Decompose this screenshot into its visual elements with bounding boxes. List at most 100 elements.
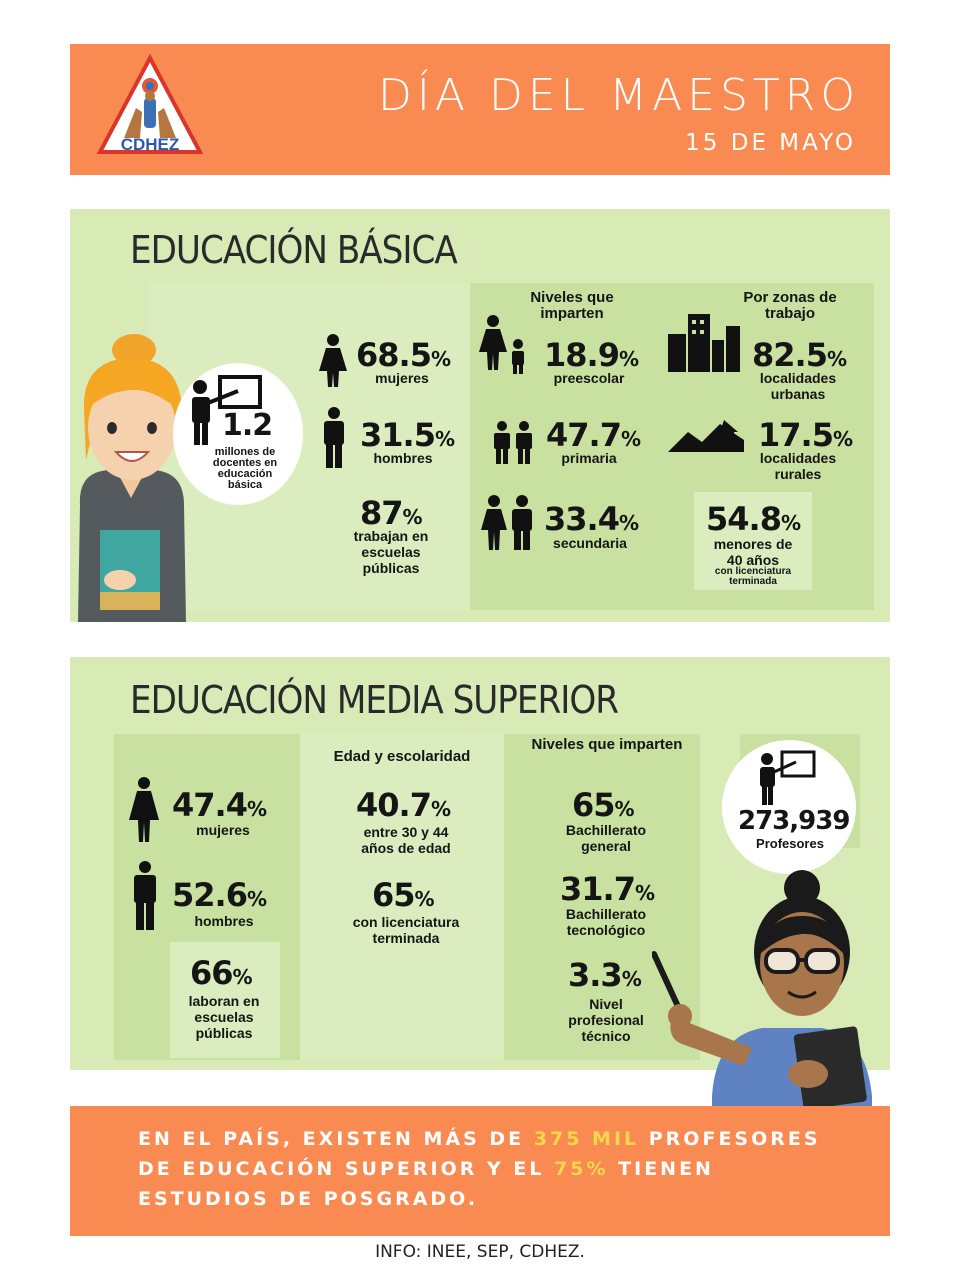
basica-menores-value: 54.8%: [706, 500, 801, 538]
basica-menores-unit: %: [780, 511, 801, 535]
basica-menores-box: [694, 492, 812, 590]
basica-rurales-number: 17.5: [758, 416, 834, 454]
media-licenciatura-value: 65%: [372, 876, 435, 914]
two-children-icon: [490, 420, 536, 464]
media-general-label: Bachillerato general: [565, 822, 647, 854]
source-credit: INFO: INEE, SEP, CDHEZ.: [375, 1242, 585, 1262]
basica-secundaria-label: secundaria: [553, 535, 627, 551]
basica-menores-number: 54.8: [706, 500, 782, 538]
footer-highlight-posgrado: 75%: [554, 1158, 609, 1180]
header-banner: CDHEZ DÍA DEL MAESTRO 15 DE MAYO: [70, 44, 890, 175]
logo-text: CDHEZ: [121, 135, 180, 154]
basica-secundaria-number: 33.4: [544, 500, 620, 538]
basica-niveles-heading: Niveles que imparten: [530, 289, 614, 322]
basica-urbanas-value: 82.5%: [752, 336, 847, 374]
media-mujeres-number: 47.4: [172, 786, 248, 824]
footer-text-part1: EN EL PAÍS, EXISTEN MÁS DE: [138, 1128, 534, 1150]
media-edad-heading: Edad y escolaridad: [333, 748, 471, 765]
media-mujeres-unit: %: [246, 797, 267, 821]
media-edad-value: 40.7%: [356, 786, 451, 824]
profesores-circle: [722, 740, 856, 874]
basica-hombres-label: hombres: [373, 450, 433, 466]
media-edad-label: entre 30 y 44 años de edad: [361, 824, 451, 856]
profesores-value: 273,939: [738, 806, 850, 836]
basica-secundaria-unit: %: [618, 511, 639, 535]
basica-preescolar-unit: %: [618, 347, 639, 371]
basica-preescolar-label: preescolar: [553, 370, 625, 386]
media-general-value: 65%: [572, 786, 635, 824]
basica-mujeres-unit: %: [430, 347, 451, 371]
basica-primaria-number: 47.7: [546, 416, 622, 454]
media-niveles-block: [504, 734, 700, 1060]
media-hombres-label: hombres: [194, 913, 254, 929]
man-icon: [320, 406, 348, 468]
page-date: 15 DE MAYO: [685, 130, 856, 156]
footer-text-part3: TIENEN ESTUDIOS DE POSGRADO.: [138, 1158, 714, 1210]
media-laboran-label: laboran en escuelas públicas: [188, 993, 260, 1041]
educacion-media-superior-title: EDUCACIÓN MEDIA SUPERIOR: [130, 678, 619, 722]
media-laboran-value: 66%: [190, 954, 253, 992]
basica-hombres-unit: %: [434, 427, 455, 451]
basica-mujeres-number: 68.5: [356, 336, 432, 374]
media-laboran-unit: %: [232, 965, 253, 989]
footer-banner: [70, 1106, 890, 1236]
basica-urbanas-number: 82.5: [752, 336, 828, 374]
media-tecnico-unit: %: [621, 967, 642, 991]
woman-icon: [318, 333, 348, 389]
basica-rurales-unit: %: [832, 427, 853, 451]
media-mujeres-value: 47.4%: [172, 786, 267, 824]
media-tecnologico-unit: %: [634, 881, 655, 905]
footer-text-part2: PROFESORES DE EDUCACIÓN SUPERIOR Y EL: [138, 1128, 821, 1180]
media-general-unit: %: [614, 797, 635, 821]
basica-hombres-value: 31.5%: [360, 416, 455, 454]
basica-publicas-box: [343, 484, 439, 590]
basica-rurales-value: 17.5%: [758, 416, 853, 454]
media-licenciatura-number: 65: [372, 876, 416, 914]
footer-statement: EN EL PAÍS, EXISTEN MÁS DE 375 MIL PROFE…: [138, 1124, 838, 1214]
basica-preescolar-number: 18.9: [544, 336, 620, 374]
basica-preescolar-value: 18.9%: [544, 336, 639, 374]
media-licenciatura-label: con licenciatura terminada: [352, 914, 460, 946]
media-edad-unit: %: [430, 797, 451, 821]
media-niveles-heading: Niveles que imparten: [531, 736, 683, 753]
basica-primaria-label: primaria: [561, 450, 617, 466]
basica-primaria-unit: %: [620, 427, 641, 451]
basica-menores-sublabel: con licenciatura terminada: [714, 566, 792, 587]
basica-urbanas-unit: %: [826, 347, 847, 371]
basica-publicas-value: 87%: [360, 494, 423, 532]
media-tecnologico-label: Bachillerato tecnológico: [565, 906, 647, 938]
page-title: DÍA DEL MAESTRO: [378, 70, 860, 121]
media-tecnico-value: 3.3%: [568, 956, 642, 994]
teacher-board-icon: [186, 375, 264, 447]
basica-hombres-number: 31.5: [360, 416, 436, 454]
media-hombres-unit: %: [246, 887, 267, 911]
media-edad-block: [300, 734, 504, 1060]
woman-child-icon: [478, 314, 530, 374]
teacher-pointer-illustration: [651, 866, 888, 1110]
cdhez-logo: CDHEZ: [94, 52, 206, 164]
media-laboran-box: [170, 942, 280, 1058]
basica-primaria-value: 47.7%: [546, 416, 641, 454]
media-laboran-number: 66: [190, 954, 234, 992]
profesores-label: Profesores: [756, 836, 824, 851]
man-icon-media: [130, 860, 160, 930]
basica-secundaria-value: 33.4%: [544, 500, 639, 538]
woman-icon-media: [128, 776, 160, 844]
media-tecnico-number: 3.3: [568, 956, 623, 994]
docentes-value: 1.2: [222, 408, 273, 443]
media-mujeres-label: mujeres: [196, 822, 250, 838]
basica-publicas-label: trabajan en escuelas públicas: [353, 528, 429, 576]
media-licenciatura-unit: %: [414, 887, 435, 911]
educacion-basica-title: EDUCACIÓN BÁSICA: [130, 228, 458, 272]
basica-rurales-label: localidades rurales: [759, 450, 837, 482]
media-tecnologico-number: 31.7: [560, 870, 636, 908]
media-general-number: 65: [572, 786, 616, 824]
teacher-woman-illustration: [72, 330, 190, 622]
media-hombres-number: 52.6: [172, 876, 248, 914]
basica-menores-label: menores de 40 años: [713, 536, 793, 568]
basica-zonas-heading: Por zonas de trabajo: [743, 289, 837, 322]
media-edad-number: 40.7: [356, 786, 432, 824]
media-tecnico-label: Nivel profesional técnico: [568, 996, 644, 1044]
docentes-label: millones de docentes en educación básica: [212, 446, 278, 491]
rural-hills-icon: [668, 418, 744, 454]
